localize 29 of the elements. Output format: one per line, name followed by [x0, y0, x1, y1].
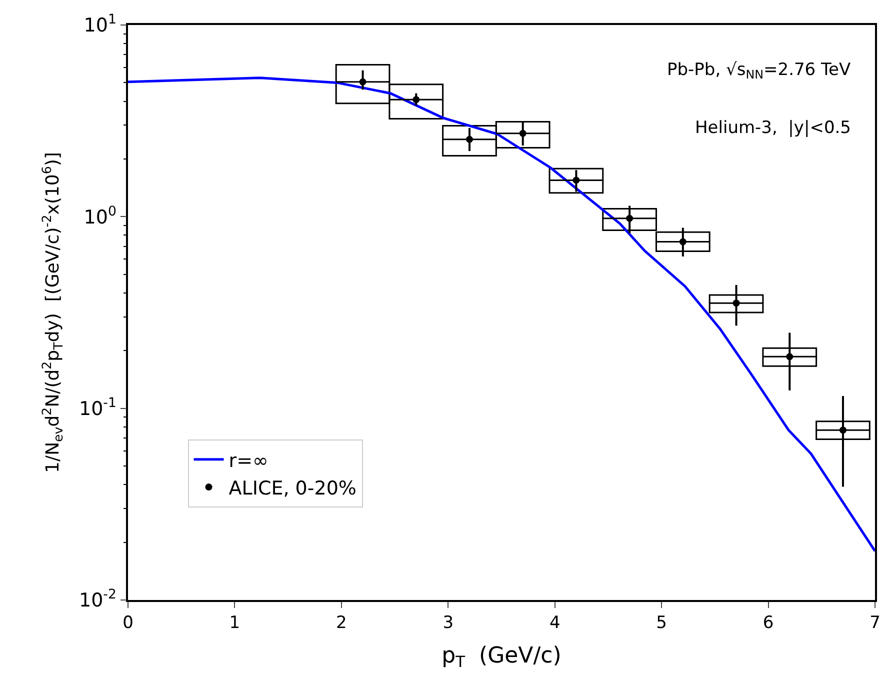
x-axis-title: p$_{T}$ (GeV/c) — [442, 644, 562, 672]
y-tick-label: 10$^{-2}$ — [78, 588, 116, 612]
x-tick-label: 6 — [762, 613, 774, 634]
point — [519, 130, 526, 137]
y-tick-label: 10$^{0}$ — [84, 204, 116, 228]
y-tick-label: 10$^{1}$ — [84, 12, 116, 37]
annotation: Helium-3, |y|<0.5 — [695, 118, 851, 138]
line-series — [128, 76, 875, 552]
point — [466, 136, 473, 143]
point — [679, 238, 686, 246]
x-tick-label: 3 — [442, 613, 454, 634]
x-tick-label: 1 — [229, 613, 240, 634]
point — [839, 426, 846, 434]
legend-label: ALICE, 0-20% — [228, 477, 356, 500]
point — [359, 78, 366, 86]
point — [786, 353, 794, 360]
x-tick-label: 4 — [549, 613, 560, 634]
point — [626, 214, 634, 222]
y-tick-label: 10$^{-1}$ — [78, 396, 116, 420]
x-tick-label: 0 — [122, 613, 134, 634]
annotation: Pb-Pb, √s$_{NN}$=2.76 TeV — [667, 60, 851, 82]
point — [412, 96, 420, 104]
x-tick-label: 2 — [336, 613, 347, 634]
x-tick-label: 7 — [870, 613, 880, 634]
x-tick-label: 5 — [656, 613, 667, 634]
point — [732, 300, 740, 307]
bar — [548, 168, 604, 194]
legend-label: r=∞ — [228, 450, 268, 472]
point — [572, 176, 580, 184]
